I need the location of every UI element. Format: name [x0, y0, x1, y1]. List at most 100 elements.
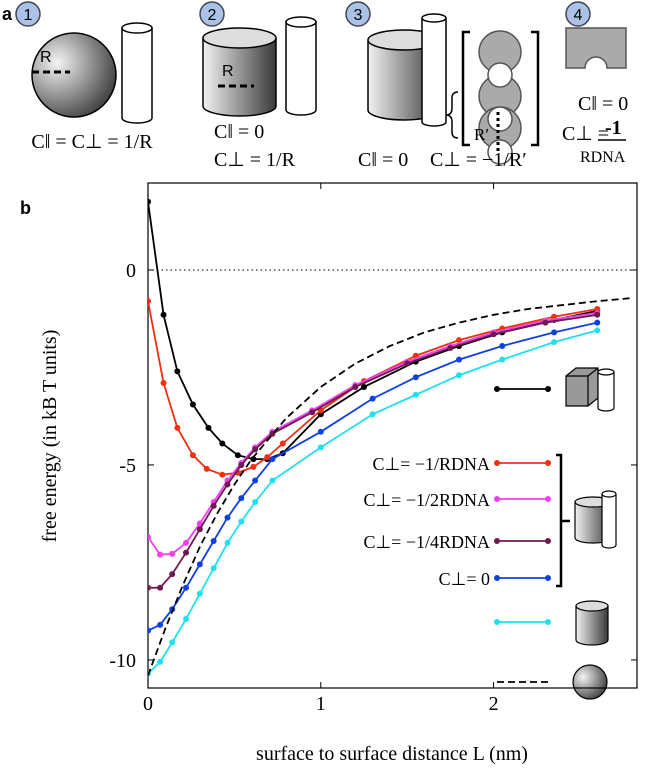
- legend-marker: [545, 386, 551, 392]
- panel-label: a: [2, 4, 13, 24]
- legend-marker: [494, 575, 500, 581]
- panel-a: [15, 1, 627, 165]
- data-point: [360, 383, 367, 390]
- radius-label: R: [222, 63, 234, 80]
- curvature: C‖ = 0: [578, 93, 628, 115]
- data-point: [264, 454, 271, 461]
- data-point: [238, 495, 245, 502]
- data-point: [183, 549, 190, 556]
- legend-label: C⊥= 0: [439, 569, 490, 589]
- data-point: [196, 520, 203, 527]
- series-line: [148, 300, 598, 476]
- data-point: [412, 391, 419, 398]
- data-point: [269, 456, 276, 463]
- curvature: C‖ = C⊥ = 1/R: [31, 131, 153, 153]
- legend-marker: [494, 386, 500, 392]
- data-point: [210, 502, 217, 509]
- x-tick-label: 2: [489, 693, 499, 715]
- data-point: [317, 444, 324, 451]
- data-point: [352, 383, 359, 390]
- data-point: [309, 409, 316, 416]
- legend-marker: [545, 496, 551, 502]
- data-point: [412, 374, 419, 381]
- legend-marker: [494, 460, 500, 466]
- data-point: [594, 311, 601, 318]
- data-point: [157, 621, 164, 628]
- step-number: 4: [574, 7, 583, 24]
- data-point: [490, 331, 497, 338]
- data-point: [594, 327, 601, 334]
- data-point: [499, 356, 506, 363]
- y-tick-label: -10: [109, 650, 136, 672]
- data-point: [174, 368, 181, 375]
- data-point: [157, 584, 164, 591]
- legend-marker: [494, 538, 500, 544]
- radius-label: R′: [474, 125, 489, 144]
- data-point: [196, 526, 203, 533]
- data-point: [250, 463, 257, 470]
- legend-marker: [545, 619, 551, 625]
- data-point: [447, 344, 454, 351]
- data-point: [238, 461, 245, 468]
- data-point: [169, 571, 176, 578]
- data-point: [148, 298, 151, 305]
- curvature: C⊥ = 1/R: [214, 149, 296, 171]
- data-point: [210, 537, 217, 544]
- panel-label: b: [20, 198, 31, 218]
- data-point: [196, 590, 203, 597]
- x-axis-label: surface to surface distance L (nm): [256, 743, 528, 765]
- data-point: [169, 550, 176, 557]
- data-point: [189, 452, 196, 459]
- data-point: [317, 428, 324, 435]
- data-point: [160, 380, 167, 387]
- data-point: [205, 424, 212, 431]
- legend-marker: [494, 619, 500, 625]
- data-point: [183, 584, 190, 591]
- data-point: [234, 452, 241, 459]
- curvature: C‖ = 0: [358, 149, 408, 171]
- data-point: [369, 411, 376, 418]
- data-point: [456, 337, 463, 344]
- data-point: [238, 518, 245, 525]
- curvature: RDNA: [580, 149, 626, 166]
- y-axis-label: free energy (in kB T units): [39, 330, 61, 543]
- data-point: [499, 343, 506, 350]
- data-point: [174, 424, 181, 431]
- data-point: [157, 551, 164, 558]
- step-number: 1: [24, 7, 33, 24]
- data-point: [224, 481, 231, 488]
- series-line: [148, 201, 598, 460]
- data-point: [219, 440, 226, 447]
- data-point: [203, 465, 210, 472]
- legend-marker: [545, 575, 551, 581]
- curvature: C⊥ = −1/R′: [430, 149, 527, 171]
- data-point: [148, 198, 151, 205]
- data-point: [224, 539, 231, 546]
- radius-label: R: [40, 49, 52, 66]
- curvature: C⊥ =: [562, 123, 609, 145]
- data-point: [169, 639, 176, 646]
- data-point: [252, 446, 259, 453]
- legend-icons: [556, 367, 617, 700]
- data-point: [148, 534, 151, 541]
- data-point: [224, 514, 231, 521]
- legend-marker: [494, 496, 500, 502]
- x-tick-label: 1: [316, 693, 326, 715]
- data-point: [148, 627, 151, 634]
- data-point: [279, 440, 286, 447]
- legend-label: C⊥= −1/2RDNA: [364, 490, 491, 510]
- plot-frame: [147, 182, 638, 689]
- data-point: [456, 356, 463, 363]
- legend-marker: [545, 538, 551, 544]
- step-number: 3: [354, 7, 363, 24]
- curvature: -1: [605, 117, 622, 139]
- x-tick-label: 0: [143, 693, 153, 715]
- legend-label: C⊥= −1/RDNA: [373, 454, 491, 474]
- data-point: [594, 319, 601, 326]
- y-tick-label: -5: [119, 455, 136, 477]
- data-point: [456, 372, 463, 379]
- data-point: [219, 471, 226, 478]
- data-point: [551, 329, 558, 336]
